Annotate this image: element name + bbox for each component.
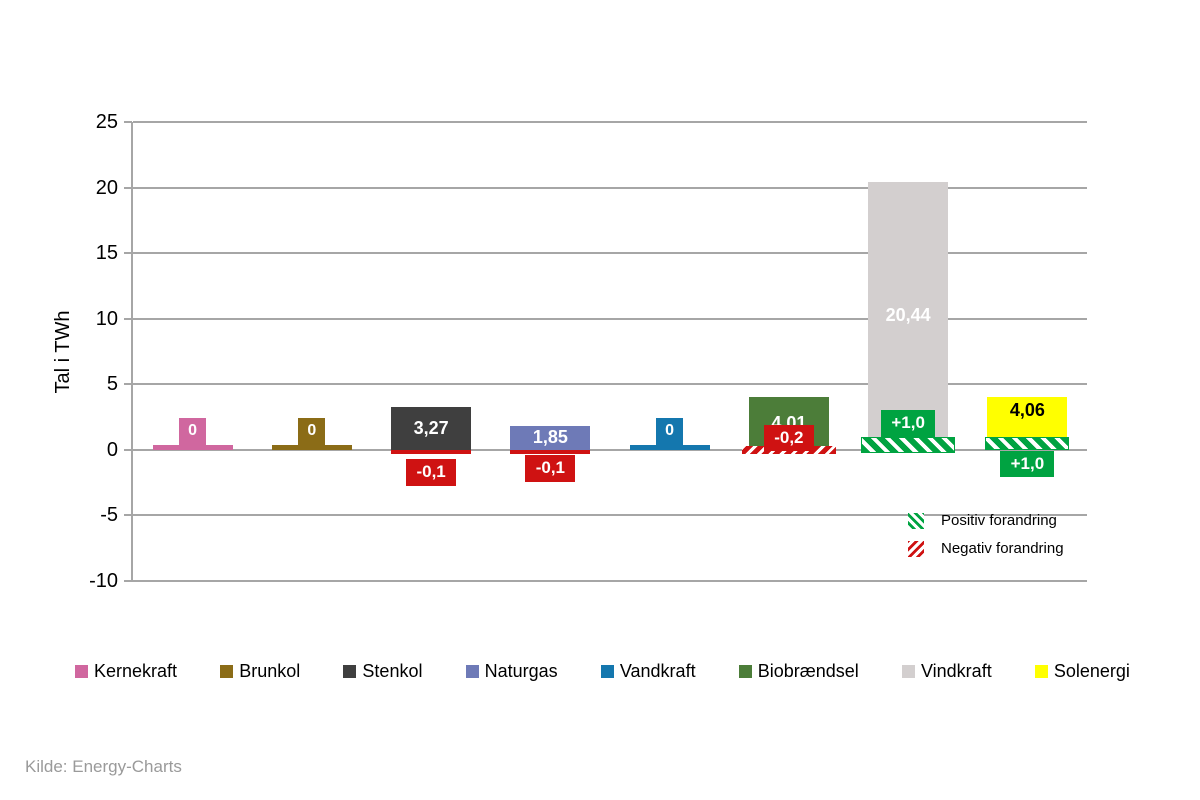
legend-swatch-icon	[75, 665, 88, 678]
negative-change-strip	[391, 449, 472, 454]
y-tick-mark	[124, 448, 132, 451]
legend-item-biobrændsel: Biobrændsel	[738, 661, 859, 682]
y-tick-label: 0	[106, 438, 118, 461]
y-tick-label: 15	[95, 242, 118, 265]
bar-vindkraft	[868, 181, 949, 450]
legend-label: Stenkol	[362, 661, 423, 681]
value-label-vindkraft: 20,44	[885, 305, 931, 326]
source-credit: Kilde: Energy-Charts	[25, 757, 182, 776]
legend-label: Kernekraft	[94, 661, 178, 681]
gridline	[133, 121, 1087, 123]
legend-label: Biobrændsel	[757, 661, 859, 681]
gridline	[133, 383, 1087, 386]
gridline	[133, 514, 1087, 517]
y-tick-mark	[124, 186, 132, 189]
positive-change-label: Positiv forandring	[941, 512, 1057, 529]
legend-swatch-icon	[600, 665, 614, 678]
legend-item-naturgas: Naturgas	[465, 661, 558, 682]
legend-item-solenergi: Solenergi	[1034, 661, 1130, 682]
legend-swatch-icon	[343, 665, 357, 678]
gridline	[133, 580, 1087, 582]
gridline	[133, 186, 1087, 189]
y-axis-line	[131, 122, 133, 582]
value-label-stenkol: 3,27	[413, 417, 449, 438]
legend-item-vandkraft: Vandkraft	[600, 661, 696, 682]
legend-item-stenkol: Stenkol	[343, 661, 422, 682]
y-tick-mark	[124, 580, 132, 582]
negative-change-hatch-icon	[908, 540, 924, 557]
legend-item-kernekraft: Kernekraft	[75, 661, 177, 682]
value-label-naturgas: 1,85	[532, 427, 568, 448]
legend-label: Vandkraft	[619, 661, 696, 681]
negative-change-label: -0,1	[406, 458, 457, 486]
bar-stenkol	[391, 406, 472, 450]
bar-vandkraft	[629, 444, 710, 450]
legend-swatch-icon	[1034, 665, 1048, 678]
negative-change-label: -0,1	[525, 454, 576, 482]
value-label-kernekraft: 0	[179, 417, 207, 445]
legend-label: Naturgas	[484, 661, 558, 681]
legend-swatch-icon	[465, 665, 479, 678]
value-label-solenergi: 4,06	[1009, 400, 1045, 421]
y-tick-label: 5	[106, 373, 118, 396]
legend-label: Brunkol	[239, 661, 301, 681]
positive-change-label: +1,0	[881, 409, 936, 437]
negative-change-label: -0,2	[763, 424, 814, 451]
y-tick-mark	[124, 383, 132, 386]
negative-change-label: Negativ forandring	[941, 540, 1064, 557]
negative-change-strip	[510, 449, 591, 454]
positive-change-hatch	[861, 436, 956, 453]
category-legend: Kernekraft Brunkol Stenkol Naturgas Vandkraf…	[75, 661, 1130, 682]
legend-swatch-icon	[738, 665, 752, 678]
y-tick-label: -10	[89, 570, 118, 592]
value-label-vandkraft: 0	[656, 417, 684, 445]
y-tick-mark	[124, 317, 132, 320]
change-legend-negative-row: Negativ forandring	[908, 540, 1064, 557]
legend-label: Vindkraft	[920, 661, 992, 681]
positive-change-label: +1,0	[1000, 450, 1055, 477]
bar-naturgas	[510, 425, 591, 450]
change-legend-positive-row: Positiv forandring	[908, 512, 1064, 529]
positive-change-hatch-icon	[908, 512, 924, 529]
gridline	[133, 252, 1087, 255]
legend-swatch-icon	[220, 665, 234, 678]
legend-item-vindkraft: Vindkraft	[901, 661, 992, 682]
y-tick-label: -5	[100, 504, 118, 527]
bar-brunkol	[271, 444, 352, 450]
y-tick-label: 10	[95, 307, 118, 330]
gridline	[133, 448, 1087, 451]
y-tick-mark	[124, 121, 132, 123]
positive-change-hatch	[985, 436, 1070, 450]
legend-swatch-icon	[901, 665, 915, 678]
y-tick-mark	[124, 514, 132, 517]
legend-label: Solenergi	[1053, 661, 1130, 681]
legend-item-brunkol: Brunkol	[220, 661, 300, 682]
value-label-brunkol: 0	[298, 417, 326, 445]
change-legend: Positiv forandring Negativ forandring	[908, 512, 1064, 568]
gridline	[133, 317, 1087, 320]
y-tick-label: 20	[95, 176, 118, 199]
y-tick-mark	[124, 252, 132, 255]
bar-kernekraft	[152, 444, 233, 450]
y-tick-label: 25	[95, 111, 118, 133]
